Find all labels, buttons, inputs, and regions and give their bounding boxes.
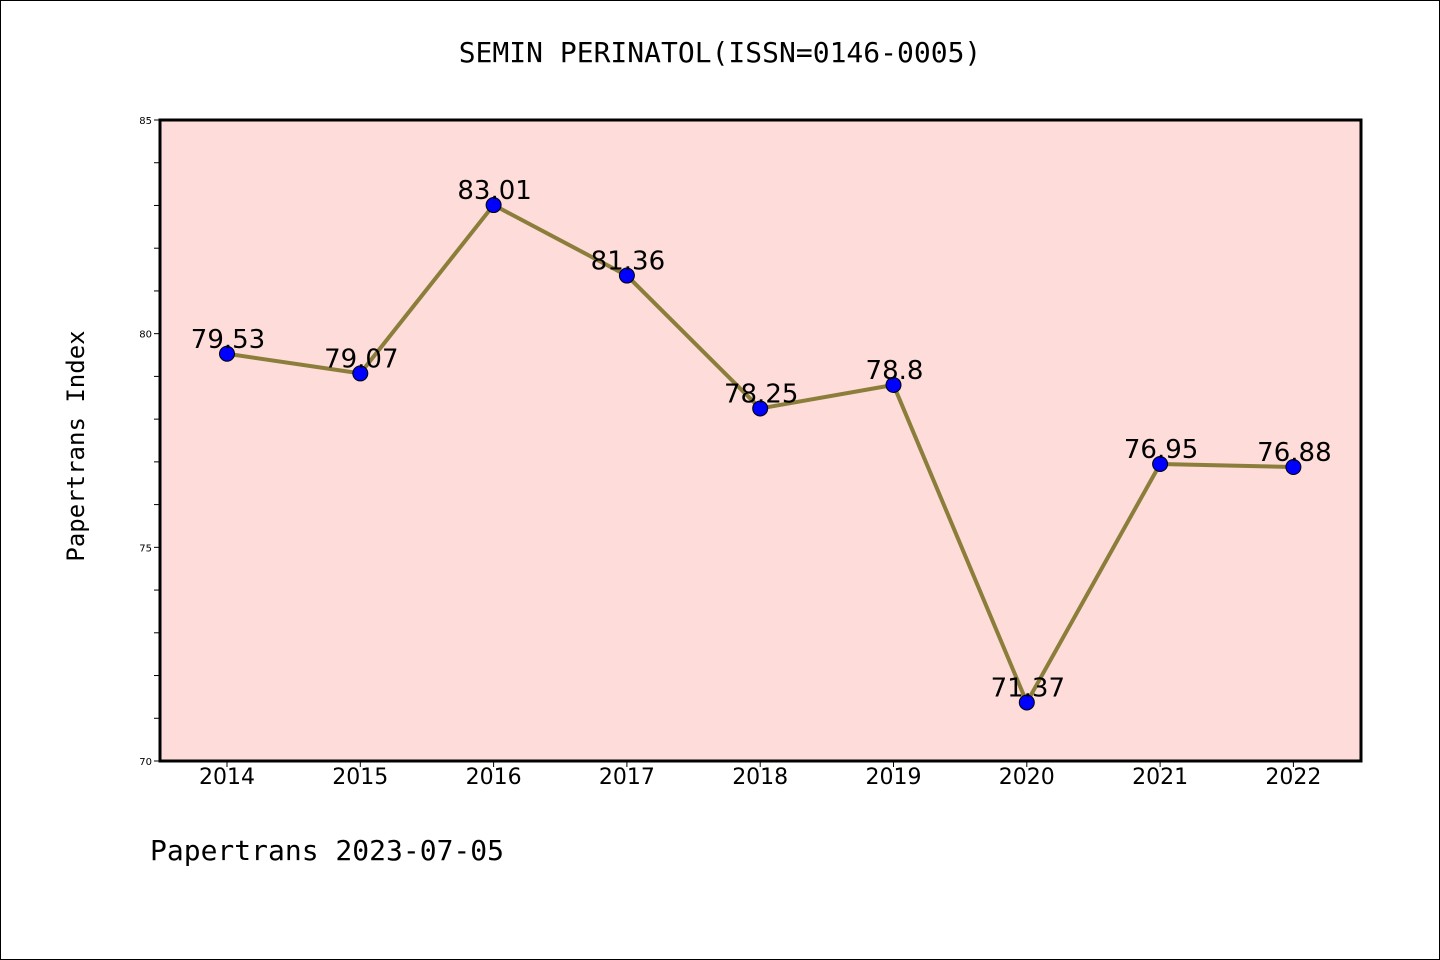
x-tick-label: 2017 <box>599 765 655 790</box>
data-label: 79.53 <box>191 325 265 355</box>
x-axis: 2014 2015 2016 2017 2018 2019 2020 2021 2022 <box>199 761 1321 790</box>
data-point <box>352 365 369 382</box>
data-label: 71.37 <box>991 673 1065 703</box>
data-point <box>885 376 902 393</box>
y-tick-label: 75 <box>139 543 152 554</box>
data-label: 78.25 <box>724 379 798 409</box>
data-label: 78.8 <box>866 356 924 386</box>
data-label: 81.36 <box>591 247 665 277</box>
y-tick-label: 80 <box>139 330 152 341</box>
data-point <box>485 197 502 214</box>
data-point <box>618 267 635 284</box>
y-tick-label: 85 <box>139 116 152 127</box>
data-point <box>219 345 235 362</box>
x-tick-label: 2019 <box>866 765 922 790</box>
data-labels: 79.53 79.07 83.01 81.36 78.25 78.8 71.37 76.95 7… <box>191 176 1332 703</box>
data-label: 76.88 <box>1257 438 1331 468</box>
plot-border <box>158 118 1363 763</box>
data-label: 79.07 <box>324 344 398 374</box>
y-axis: 70 75 80 85 <box>139 116 160 768</box>
data-label: 83.01 <box>457 176 531 206</box>
x-tick-label: 2018 <box>732 765 788 790</box>
data-point <box>752 400 769 417</box>
chart-title: SEMIN PERINATOL(ISSN=0146-0005) <box>458 36 982 69</box>
data-label: 76.95 <box>1124 435 1198 465</box>
x-tick-label: 2016 <box>466 765 522 790</box>
x-tick-label: 2014 <box>199 765 255 790</box>
y-tick-label: 70 <box>139 757 152 768</box>
data-point <box>1285 458 1302 475</box>
data-point <box>1018 694 1035 711</box>
data-point <box>1152 456 1169 473</box>
plot-area <box>160 120 1361 761</box>
x-tick-label: 2022 <box>1265 765 1321 790</box>
data-points <box>219 197 1302 711</box>
x-tick-label: 2020 <box>999 765 1055 790</box>
footer-credit: Papertrans 2023-07-05 <box>150 834 505 867</box>
x-tick-label: 2015 <box>332 765 388 790</box>
x-tick-label: 2021 <box>1132 765 1188 790</box>
